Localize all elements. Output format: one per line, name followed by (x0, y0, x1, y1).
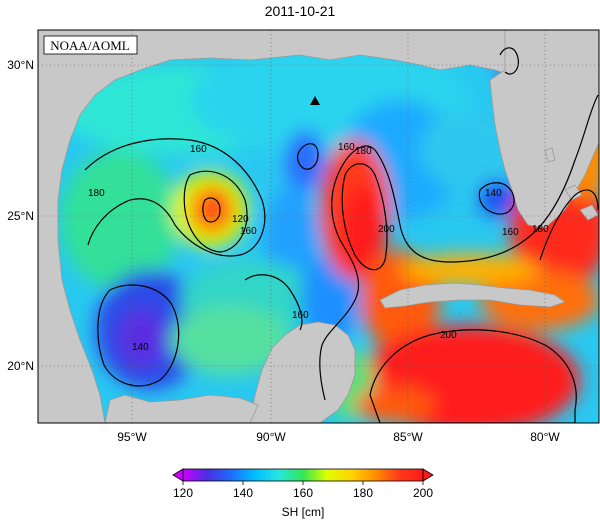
contour-label: 200 (378, 224, 395, 235)
gridlines (38, 30, 599, 423)
contour-label: 200 (440, 330, 457, 341)
contour-label-group: 160 160 160 160 160 180 180 180 120 140 … (88, 142, 549, 353)
colorbar-tick-label: 160 (293, 486, 313, 500)
map-title: 2011-10-21 (265, 3, 336, 19)
contour-label: 140 (485, 188, 502, 199)
lon-tick-label: 85°W (393, 430, 423, 444)
credit-label: NOAA/AOML (50, 38, 130, 53)
contour-label: 180 (532, 224, 549, 235)
colorbar-min-arrow-icon (172, 468, 184, 482)
colorbar-max-arrow-icon (422, 468, 434, 482)
colorbar-tick-label: 180 (353, 486, 373, 500)
plot-area: 160 160 160 160 160 180 180 180 120 140 … (38, 30, 599, 423)
sea-height-field (60, 33, 599, 423)
contour-label: 160 (502, 227, 519, 238)
contour-label: 180 (88, 188, 105, 199)
contour-label: 160 (292, 310, 309, 321)
contour-label: 160 (190, 144, 207, 155)
colorbar-tick-label: 120 (173, 486, 193, 500)
colorbar-tick-label: 140 (233, 486, 253, 500)
contour-label: 160 (338, 142, 355, 153)
contour-label: 120 (232, 214, 249, 225)
colorbar-title: SH [cm] (282, 505, 325, 519)
triangle-marker-icon (310, 96, 320, 105)
land-masses (38, 30, 599, 423)
lon-tick-label: 90°W (256, 430, 286, 444)
colorbar-tick-label: 200 (413, 486, 433, 500)
lat-tick-label: 30°N (7, 58, 34, 72)
colorbar-strip (182, 468, 424, 482)
colorbar: 120 140 160 180 200 SH [cm] (172, 468, 434, 519)
lat-tick-label: 25°N (7, 209, 34, 223)
contour-label: 160 (240, 226, 257, 237)
contour-lines (84, 47, 599, 423)
lon-tick-label: 80°W (530, 430, 560, 444)
plot-frame (37, 29, 600, 424)
lon-tick-label: 95°W (117, 430, 147, 444)
lat-tick-label: 20°N (7, 359, 34, 373)
contour-label: 180 (355, 146, 372, 157)
contour-label: 140 (132, 342, 149, 353)
credit-box (43, 35, 138, 55)
